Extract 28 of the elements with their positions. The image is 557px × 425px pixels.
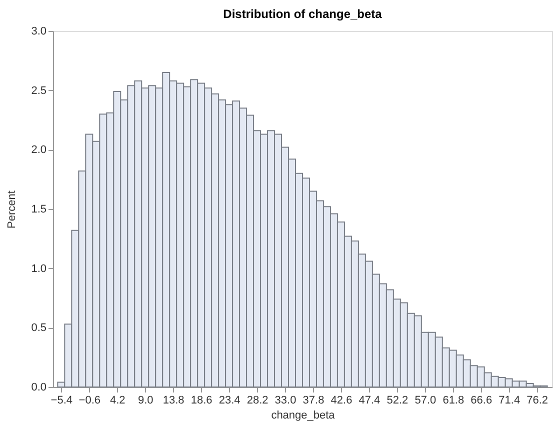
- x-tick-label: 18.6: [190, 394, 212, 406]
- x-tick-label: −5.4: [50, 394, 73, 406]
- y-tick-label: 2.0: [31, 144, 46, 156]
- x-tick-label: 57.0: [414, 394, 436, 406]
- x-tick-label: 52.2: [386, 394, 408, 406]
- y-tick-label: 3.0: [31, 26, 46, 38]
- x-tick-label: 61.8: [442, 394, 464, 406]
- y-tick-label: 0.0: [31, 382, 46, 394]
- y-tick-label: 1.0: [31, 262, 46, 275]
- y-tick-label: 1.5: [31, 204, 46, 216]
- x-tick-label: 66.6: [470, 394, 492, 406]
- x-tick-label: 28.2: [246, 394, 268, 406]
- y-tick-label: 2.5: [31, 84, 46, 97]
- x-tick-label: 4.2: [110, 394, 126, 406]
- x-tick-label: 42.6: [330, 394, 352, 406]
- x-tick-label: 47.4: [358, 394, 380, 406]
- y-axis-title: Percent: [6, 190, 18, 228]
- x-axis-title: change_beta: [271, 410, 336, 422]
- x-tick-label: −0.6: [78, 394, 100, 406]
- y-tick-label: 0.5: [31, 322, 46, 334]
- x-tick-label: 13.8: [162, 394, 184, 406]
- x-tick-label: 33.0: [274, 394, 296, 406]
- x-tick-label: 9.0: [138, 394, 154, 406]
- chart-title: Distribution of change_beta: [223, 7, 382, 21]
- x-tick-label: 71.4: [498, 394, 520, 406]
- x-tick-label: 23.4: [218, 394, 240, 406]
- x-tick-label: 76.2: [526, 394, 548, 406]
- x-tick-label: 37.8: [302, 394, 324, 406]
